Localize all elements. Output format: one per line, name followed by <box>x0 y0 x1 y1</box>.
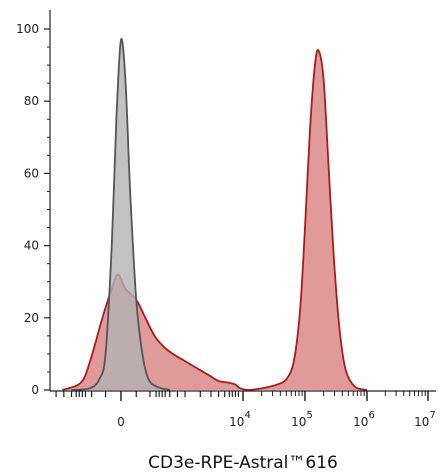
x-tick-label-1: 104 <box>229 410 251 429</box>
x-tick-label-0: 0 <box>117 415 125 429</box>
x-tick-label-3: 106 <box>353 410 375 429</box>
series-0-area <box>71 38 170 390</box>
y-tick-label-60: 60 <box>24 166 39 180</box>
y-tick-label-20: 20 <box>24 311 39 325</box>
y-tick-label-40: 40 <box>24 239 39 253</box>
y-tick-label-100: 100 <box>16 22 39 36</box>
series-0-line <box>71 38 171 391</box>
x-tick-label-2: 105 <box>291 410 313 429</box>
series-layer <box>61 38 368 391</box>
x-axis-title: CD3e-RPE-Astral™616 <box>148 453 338 473</box>
labels-layer: 0 20 40 60 80 100 0 104 105 106 107 <box>16 22 436 429</box>
y-tick-label-0: 0 <box>31 383 39 397</box>
axes-layer <box>44 10 436 401</box>
y-tick-label-80: 80 <box>24 94 39 108</box>
x-tick-label-4: 107 <box>414 410 436 429</box>
